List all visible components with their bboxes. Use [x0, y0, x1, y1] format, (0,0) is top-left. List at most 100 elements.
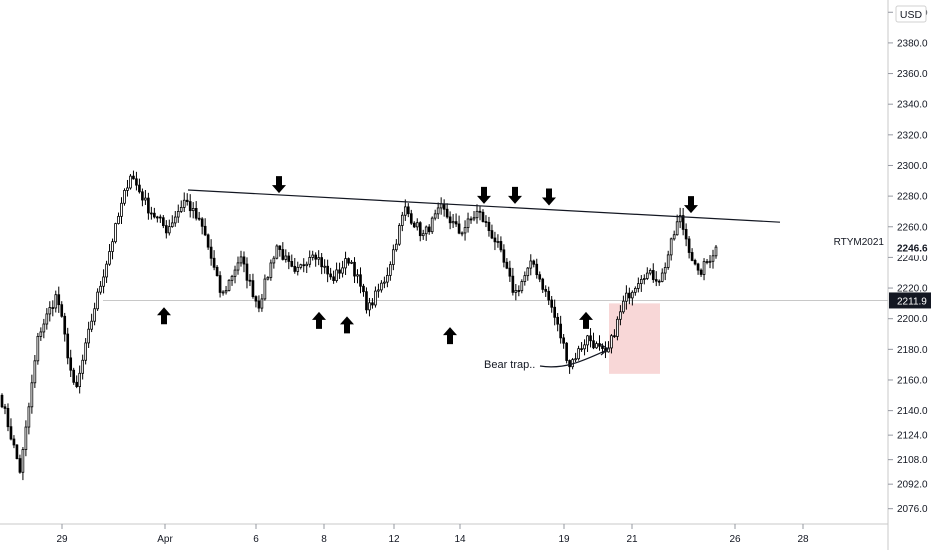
candle-body [248, 279, 252, 282]
candle-body [595, 343, 598, 349]
candle-body [63, 315, 67, 335]
candle-body [657, 280, 661, 283]
candle-body [538, 274, 542, 280]
currency-badge[interactable] [895, 5, 927, 23]
candle-body [209, 246, 213, 259]
candle-body [317, 257, 320, 260]
candle-body [666, 254, 670, 268]
price-axis[interactable]: 2076.0 2092.0 2108.0 2124.0 2140.0 2160.0 2180… [888, 8, 928, 515]
candle-body [589, 335, 592, 342]
last-price-badge: 2246.6 [889, 239, 931, 256]
currency-label: USD [900, 9, 923, 21]
annotation-label: Bear trap.. [484, 359, 535, 371]
candle-body [693, 260, 697, 265]
candle-body [114, 223, 117, 243]
candle-body [284, 255, 288, 260]
candle-body [487, 221, 491, 232]
candle-body [338, 269, 341, 274]
candle-body [126, 187, 129, 191]
candle-body [371, 302, 374, 306]
candle-body [21, 449, 25, 473]
candle-body [161, 217, 165, 227]
candle-body [568, 360, 571, 368]
up-arrow-icon [157, 307, 171, 325]
candle-body [269, 262, 273, 278]
candle-body [362, 285, 365, 293]
up-arrow-icon [579, 311, 593, 329]
candle-body [374, 290, 377, 306]
candle-body [645, 272, 649, 279]
candle-body [532, 260, 536, 265]
candle-body [681, 215, 685, 230]
candle-body [648, 270, 652, 274]
candle-body [400, 214, 404, 226]
last-price-badge-bg [889, 239, 931, 256]
candle-body [484, 221, 488, 223]
candle-body [260, 298, 264, 309]
candle-body [81, 359, 84, 374]
candle-body [344, 258, 347, 269]
candle-body [687, 238, 691, 253]
candle-body [51, 307, 55, 309]
y-tick-label: 2108.0 [897, 455, 928, 466]
candle-body [463, 227, 467, 234]
level-badge-bg [889, 292, 931, 309]
candle-body [637, 283, 640, 289]
candle-body [448, 216, 452, 224]
candle-body [412, 222, 416, 228]
candle-body [511, 275, 515, 293]
candle-body [36, 335, 40, 362]
x-tick-label: 28 [797, 534, 809, 545]
candle-body [117, 215, 120, 224]
candle-body [356, 274, 359, 277]
candle-body [639, 278, 643, 285]
candle-body [445, 208, 449, 218]
candle-body [215, 266, 219, 277]
candle-body [129, 175, 132, 189]
candle-body [132, 175, 135, 180]
candle-body [392, 249, 395, 265]
candle-body [233, 269, 237, 277]
candle-body [559, 323, 562, 339]
candle-body [105, 263, 108, 278]
candle-body [24, 426, 28, 450]
candle-body [138, 184, 141, 193]
time-axis[interactable]: 29 Apr 6 8 12 14 19 21 26 28 [56, 524, 809, 545]
x-tick-label: 6 [253, 534, 259, 545]
resistance-trendline[interactable] [187, 189, 781, 223]
candle-body [185, 199, 189, 202]
candle-body [696, 263, 700, 271]
candle-body [33, 360, 37, 384]
candle-body [57, 294, 61, 306]
candle-body [526, 267, 530, 277]
level-price-value: 2211.9 [897, 296, 927, 307]
candle-body [227, 279, 231, 291]
candle-body [610, 335, 613, 349]
candle-body [353, 261, 356, 277]
candle-body [451, 221, 455, 224]
candle-body [194, 208, 198, 219]
candle-body [442, 203, 446, 210]
candle-body [299, 264, 303, 268]
annotation-arrowhead [599, 343, 610, 356]
candle-body [472, 217, 476, 220]
candle-body [517, 290, 521, 292]
candle-body [634, 288, 637, 293]
candle-body [705, 261, 709, 264]
candle-body [182, 199, 186, 208]
candle-body [520, 281, 524, 292]
candle-body [711, 255, 715, 262]
last-price-value: 2246.6 [897, 243, 928, 254]
candle-body [66, 333, 70, 359]
candle-body [654, 279, 658, 282]
candle-body [562, 337, 565, 344]
candle-body [457, 223, 461, 234]
candle-body [153, 212, 156, 218]
candle-body [102, 276, 105, 287]
candle-body [708, 260, 712, 263]
candle-body [625, 292, 628, 302]
candle-body [218, 275, 222, 293]
candle-body [660, 272, 664, 282]
candle-body [580, 348, 583, 351]
